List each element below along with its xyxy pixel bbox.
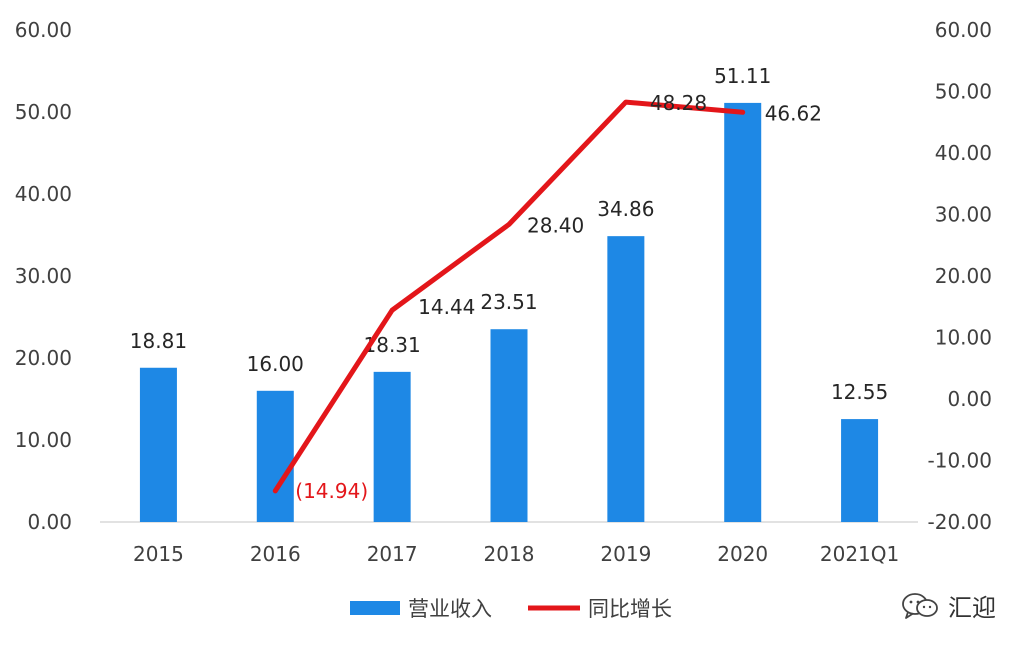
growth-line-label: 46.62 bbox=[765, 101, 822, 125]
legend-line-label: 同比增长 bbox=[588, 597, 672, 621]
revenue-bar bbox=[490, 329, 528, 522]
legend-bar-swatch bbox=[350, 601, 400, 615]
left-axis-tick: 50.00 bbox=[15, 100, 72, 124]
revenue-bar bbox=[607, 236, 645, 522]
left-axis-tick: 20.00 bbox=[15, 346, 72, 370]
revenue-bars bbox=[139, 102, 879, 522]
x-axis-tick: 2016 bbox=[250, 542, 301, 566]
x-axis-tick: 2015 bbox=[133, 542, 184, 566]
right-axis-tick: 30.00 bbox=[935, 203, 992, 227]
revenue-bar bbox=[256, 390, 294, 522]
revenue-bar-label: 16.00 bbox=[247, 352, 304, 376]
right-axis-tick: 40.00 bbox=[935, 141, 992, 165]
right-axis-tick: 0.00 bbox=[947, 387, 992, 411]
revenue-bar-label: 18.81 bbox=[130, 329, 187, 353]
legend-bar-label: 营业收入 bbox=[408, 597, 492, 621]
revenue-bar-label: 51.11 bbox=[714, 64, 771, 88]
right-axis-tick: 20.00 bbox=[935, 264, 992, 288]
revenue-bar-label: 12.55 bbox=[831, 380, 888, 404]
left-axis-tick: 30.00 bbox=[15, 264, 72, 288]
x-axis-tick: 2018 bbox=[484, 542, 535, 566]
right-axis-tick: -20.00 bbox=[928, 510, 992, 534]
right-axis-ticks: -20.00 -10.00 0.00 10.00 20.00 30.00 40.00 50.0… bbox=[928, 18, 992, 534]
right-axis-tick: 60.00 bbox=[935, 18, 992, 42]
right-axis-tick: -10.00 bbox=[928, 449, 992, 473]
left-axis-ticks: 0.00 10.00 20.00 30.00 40.00 50.00 60.00 bbox=[15, 18, 72, 534]
growth-line-label: 28.40 bbox=[527, 213, 584, 237]
revenue-bar bbox=[139, 367, 177, 522]
left-axis-tick: 60.00 bbox=[15, 18, 72, 42]
x-axis-tick: 2021Q1 bbox=[820, 542, 899, 566]
watermark: 汇迎 bbox=[900, 588, 996, 623]
revenue-bar-label: 34.86 bbox=[597, 197, 654, 221]
left-axis-tick: 40.00 bbox=[15, 182, 72, 206]
x-axis-tick: 2017 bbox=[367, 542, 418, 566]
growth-line-label: 48.28 bbox=[650, 91, 707, 115]
x-axis-ticks: 2015 2016 2017 2018 2019 2020 2021Q1 bbox=[133, 542, 899, 566]
growth-line bbox=[272, 99, 746, 494]
growth-line-label: 14.44 bbox=[418, 295, 475, 319]
revenue-bar bbox=[724, 102, 762, 522]
left-axis-tick: 10.00 bbox=[15, 428, 72, 452]
watermark-text: 汇迎 bbox=[948, 594, 996, 622]
growth-line-label: (14.94) bbox=[295, 479, 368, 503]
wechat-icon bbox=[902, 592, 938, 619]
right-axis-tick: 50.00 bbox=[935, 80, 992, 104]
x-axis-tick: 2019 bbox=[600, 542, 651, 566]
revenue-bar-label: 23.51 bbox=[480, 290, 537, 314]
right-axis-tick: 10.00 bbox=[935, 326, 992, 350]
growth-line-labels: (14.94) 14.44 28.40 48.28 46.62 bbox=[295, 91, 822, 503]
revenue-bar bbox=[373, 371, 411, 522]
left-axis-tick: 0.00 bbox=[27, 510, 72, 534]
x-axis-tick: 2020 bbox=[717, 542, 768, 566]
revenue-bar bbox=[841, 419, 879, 522]
legend: 营业收入 同比增长 bbox=[350, 597, 672, 621]
